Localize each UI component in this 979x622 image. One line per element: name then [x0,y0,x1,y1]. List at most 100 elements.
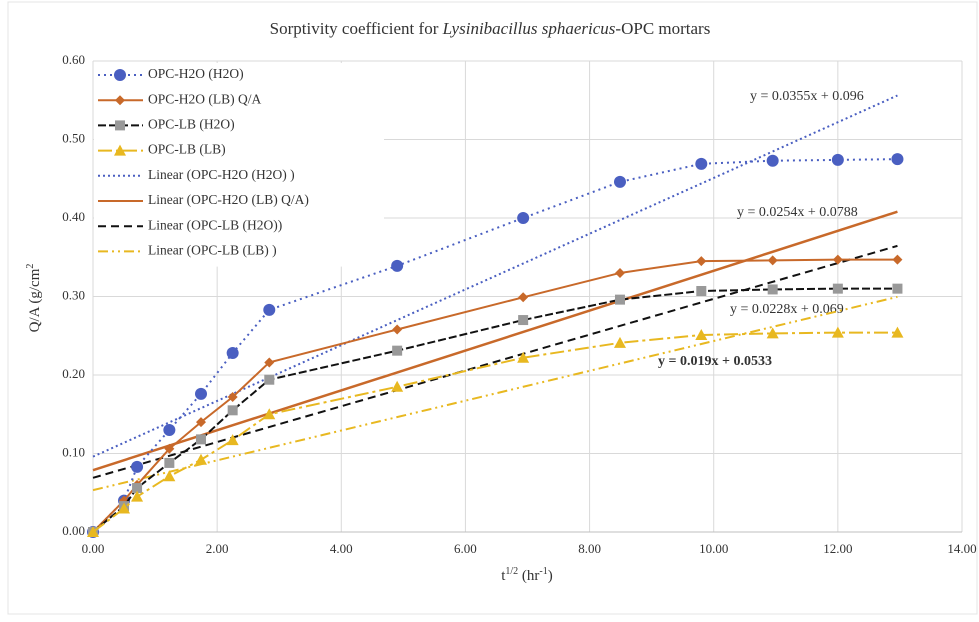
marker [613,175,626,188]
text-part: ) [548,568,553,584]
x-tick-label: 6.00 [454,541,477,556]
marker [164,443,175,454]
marker [696,256,707,267]
trendline [92,244,898,479]
marker [891,153,904,166]
marker [613,336,626,348]
x-tick-label: 2.00 [206,541,229,556]
marker [115,95,125,106]
legend-label: OPC-H2O (H2O) [148,66,244,81]
text-part: 2 [25,264,36,269]
marker [696,286,707,297]
trendline-equation: y = 0.0254x + 0.0788 [737,205,858,220]
text-part: t [501,568,506,584]
trendline [92,210,898,472]
marker [132,483,143,494]
text-part: -1 [539,566,547,577]
marker [391,380,404,392]
marker [517,212,530,224]
marker [114,69,126,81]
legend-label: Linear (OPC-LB (H2O)) [148,217,282,232]
marker [391,259,404,272]
marker [614,294,625,305]
legend-box [94,63,384,267]
trendline-equation: y = 0.019x + 0.0533 [658,354,772,369]
marker [195,453,208,465]
legend-label: OPC-LB (LB) [148,142,226,157]
text-part: -OPC mortars [615,19,710,38]
text-part: 1/2 [505,566,518,577]
marker [518,292,529,303]
marker [517,351,530,363]
marker [392,345,403,356]
y-tick-label: 0.10 [62,444,85,459]
marker [695,328,708,340]
marker [392,324,403,335]
marker [766,154,779,167]
text-part: Lysinibacillus sphaericus [442,19,616,38]
x-tick-label: 0.00 [82,541,105,556]
legend-label: OPC-H2O (LB) Q/A [148,91,261,106]
marker [227,391,238,402]
y-tick-label: 0.00 [62,523,85,538]
marker [227,405,238,416]
series-line [92,331,898,533]
x-tick-label: 14.00 [947,541,976,556]
marker [263,303,276,316]
marker [891,326,904,338]
marker [767,255,778,266]
legend-label: OPC-LB (H2O) [148,116,235,131]
marker [263,408,276,420]
marker [264,357,275,368]
marker [196,417,207,428]
legend-label: Linear (OPC-H2O (LB) Q/A) [148,192,309,207]
marker [114,144,126,156]
trendline-equation: y = 0.0228x + 0.069 [730,302,844,317]
trendline [92,295,898,492]
text-part: (hr [518,568,539,584]
marker [832,254,843,265]
marker [131,490,144,502]
grid: 0.00 0.10 0.20 0.30 0.40 0.50 0.60 0.00 2.00 4.00… [62,52,976,556]
marker [614,267,625,278]
marker [832,283,843,294]
marker [892,283,903,294]
marker [892,254,903,265]
marker [115,120,125,131]
marker [131,460,144,473]
marker [163,423,176,436]
marker [226,347,239,360]
legend-label: Linear (OPC-LB (LB) ) [148,242,277,257]
x-tick-label: 10.00 [699,541,728,556]
trendline-equation: y = 0.0355x + 0.096 [750,89,864,104]
series-line [92,258,898,533]
marker [766,327,779,339]
y-axis-label: Q/A (g/cm2 [25,264,44,333]
marker [118,502,131,514]
x-axis-label: t1/2 (hr-1) [501,566,553,585]
series-line [92,287,898,533]
text-part: Q/A (g/cm [27,268,43,332]
marker [831,153,844,166]
marker [195,387,208,400]
x-tick-label: 12.00 [823,541,852,556]
legend-label: Linear (OPC-H2O (H2O) ) [148,167,295,182]
text-part: Sorptivity coefficient for [270,19,443,38]
marker [164,457,175,468]
marker [264,374,275,385]
plot: y = 0.0355x + 0.096 y = 0.0254x + 0.0788 y… [87,89,904,538]
marker [196,434,207,445]
marker [163,470,176,482]
chart-title: Sorptivity coefficient for Lysinibacillu… [270,19,711,38]
legend: OPC-H2O (H2O) OPC-H2O (LB) Q/A OPC-LB (H2O… [94,63,384,267]
marker [831,326,844,338]
marker [518,315,529,326]
marker [767,284,778,295]
marker [226,434,239,446]
x-tick-label: 4.00 [330,541,353,556]
trendline [92,94,898,458]
marker [87,526,99,537]
x-tick-label: 8.00 [578,541,601,556]
